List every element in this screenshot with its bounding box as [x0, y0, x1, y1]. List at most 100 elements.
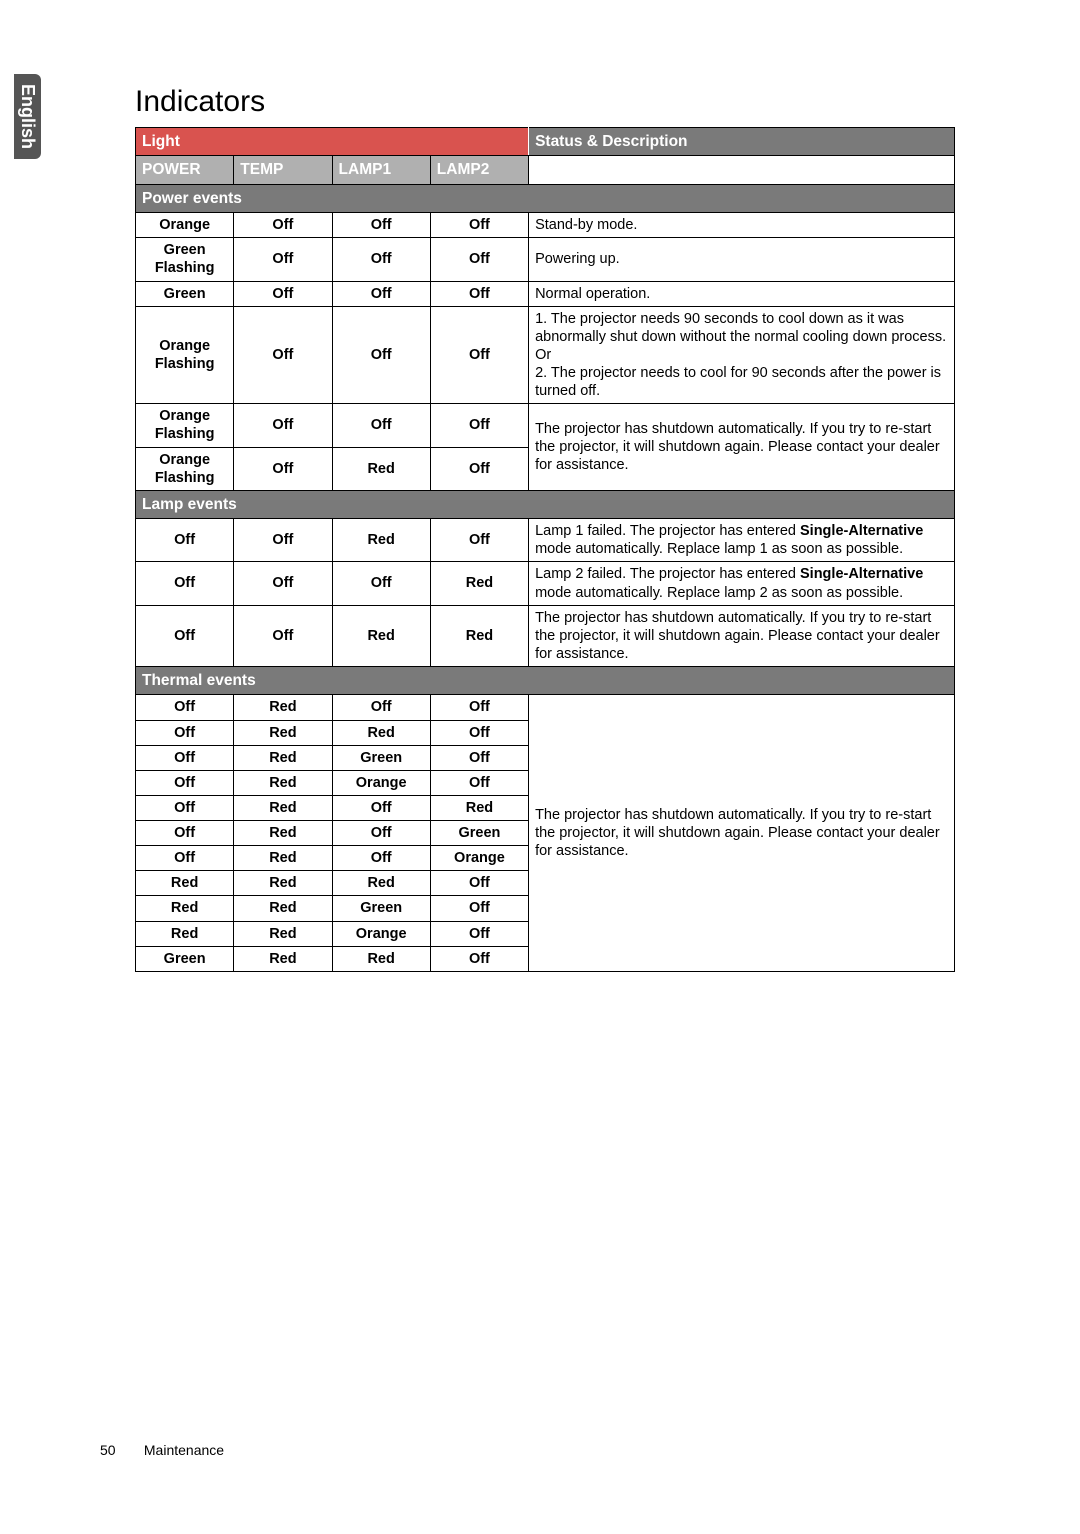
- indicator-cell: Red: [430, 795, 528, 820]
- indicator-cell: Red: [430, 605, 528, 666]
- desc-cell: Lamp 1 failed. The projector has entered…: [529, 519, 955, 562]
- desc-cell: Lamp 2 failed. The projector has entered…: [529, 562, 955, 605]
- desc-cell: The projector has shutdown automatically…: [529, 404, 955, 491]
- indicator-cell: Off: [234, 447, 332, 490]
- indicator-cell: Off: [234, 238, 332, 281]
- indicator-cell: Red: [234, 821, 332, 846]
- indicator-cell: Orange Flashing: [136, 404, 234, 447]
- indicators-table: LightStatus & DescriptionPOWERTEMPLAMP1L…: [135, 127, 955, 972]
- indicator-cell: Off: [136, 720, 234, 745]
- indicator-cell: Off: [234, 306, 332, 404]
- header-col-3: LAMP2: [430, 156, 528, 184]
- indicator-cell: Off: [430, 770, 528, 795]
- indicator-cell: Off: [430, 720, 528, 745]
- indicator-cell: Red: [332, 720, 430, 745]
- indicator-cell: Red: [234, 720, 332, 745]
- indicator-cell: Red: [136, 921, 234, 946]
- indicator-cell: Red: [332, 447, 430, 490]
- page-footer: 50 Maintenance: [100, 1442, 224, 1458]
- indicator-cell: Off: [430, 447, 528, 490]
- indicator-cell: Orange: [332, 770, 430, 795]
- indicator-cell: Red: [332, 605, 430, 666]
- page-title: Indicators: [135, 85, 955, 119]
- header-col-1: TEMP: [234, 156, 332, 184]
- indicator-cell: Orange: [430, 846, 528, 871]
- indicator-cell: Off: [332, 695, 430, 720]
- language-tab: English: [14, 74, 41, 159]
- indicator-cell: Red: [234, 795, 332, 820]
- indicator-cell: Orange: [136, 213, 234, 238]
- indicator-cell: Off: [136, 562, 234, 605]
- indicator-cell: Off: [136, 770, 234, 795]
- indicator-cell: Off: [430, 921, 528, 946]
- indicator-cell: Red: [430, 562, 528, 605]
- indicator-cell: Red: [234, 871, 332, 896]
- indicator-cell: Orange Flashing: [136, 306, 234, 404]
- section-header: Thermal events: [136, 667, 955, 695]
- indicator-cell: Green: [332, 745, 430, 770]
- indicator-cell: Off: [136, 846, 234, 871]
- indicator-cell: Off: [332, 306, 430, 404]
- indicator-cell: Off: [234, 519, 332, 562]
- indicator-cell: Off: [136, 605, 234, 666]
- indicator-cell: Off: [430, 404, 528, 447]
- indicator-cell: Off: [430, 519, 528, 562]
- footer-label: Maintenance: [144, 1442, 224, 1458]
- indicator-cell: Off: [234, 213, 332, 238]
- indicator-cell: Off: [430, 745, 528, 770]
- section-header: Lamp events: [136, 490, 955, 518]
- indicator-cell: Off: [332, 846, 430, 871]
- indicator-cell: Off: [332, 562, 430, 605]
- indicator-cell: Off: [332, 238, 430, 281]
- indicator-cell: Off: [430, 946, 528, 971]
- indicator-cell: Red: [234, 846, 332, 871]
- indicator-cell: Orange Flashing: [136, 447, 234, 490]
- indicator-cell: Off: [430, 281, 528, 306]
- indicator-cell: Off: [234, 562, 332, 605]
- indicator-cell: Red: [332, 946, 430, 971]
- indicator-cell: Off: [430, 213, 528, 238]
- header-col-0: POWER: [136, 156, 234, 184]
- indicator-cell: Red: [234, 896, 332, 921]
- indicator-cell: Red: [332, 519, 430, 562]
- indicator-cell: Off: [430, 306, 528, 404]
- indicator-cell: Off: [136, 795, 234, 820]
- indicator-cell: Off: [332, 281, 430, 306]
- indicator-cell: Off: [136, 821, 234, 846]
- indicator-cell: Red: [234, 745, 332, 770]
- indicator-cell: Red: [234, 695, 332, 720]
- desc-cell: Stand-by mode.: [529, 213, 955, 238]
- indicator-cell: Off: [332, 213, 430, 238]
- header-light: Light: [136, 128, 529, 156]
- indicator-cell: Off: [234, 404, 332, 447]
- indicator-cell: Orange: [332, 921, 430, 946]
- indicator-cell: Red: [234, 770, 332, 795]
- indicator-cell: Green: [430, 821, 528, 846]
- indicator-cell: Off: [332, 821, 430, 846]
- indicator-cell: Red: [234, 921, 332, 946]
- indicator-cell: Off: [430, 238, 528, 281]
- indicator-cell: Green: [332, 896, 430, 921]
- indicator-cell: Red: [332, 871, 430, 896]
- header-empty: [529, 156, 955, 184]
- indicator-cell: Green: [136, 946, 234, 971]
- indicator-cell: Off: [136, 519, 234, 562]
- indicator-cell: Off: [136, 695, 234, 720]
- indicator-cell: Off: [430, 695, 528, 720]
- desc-cell: Normal operation.: [529, 281, 955, 306]
- header-status: Status & Description: [529, 128, 955, 156]
- header-col-2: LAMP1: [332, 156, 430, 184]
- indicator-cell: Off: [430, 871, 528, 896]
- desc-cell: 1. The projector needs 90 seconds to coo…: [529, 306, 955, 404]
- indicator-cell: Green: [136, 281, 234, 306]
- indicator-cell: Off: [430, 896, 528, 921]
- indicator-cell: Red: [136, 871, 234, 896]
- desc-cell: Powering up.: [529, 238, 955, 281]
- indicator-cell: Off: [136, 745, 234, 770]
- page-content: Indicators LightStatus & Description POWE…: [135, 85, 955, 972]
- indicator-cell: Off: [234, 605, 332, 666]
- indicator-cell: Off: [234, 281, 332, 306]
- indicator-cell: Off: [332, 404, 430, 447]
- desc-cell: The projector has shutdown automatically…: [529, 605, 955, 666]
- page-number: 50: [100, 1442, 140, 1458]
